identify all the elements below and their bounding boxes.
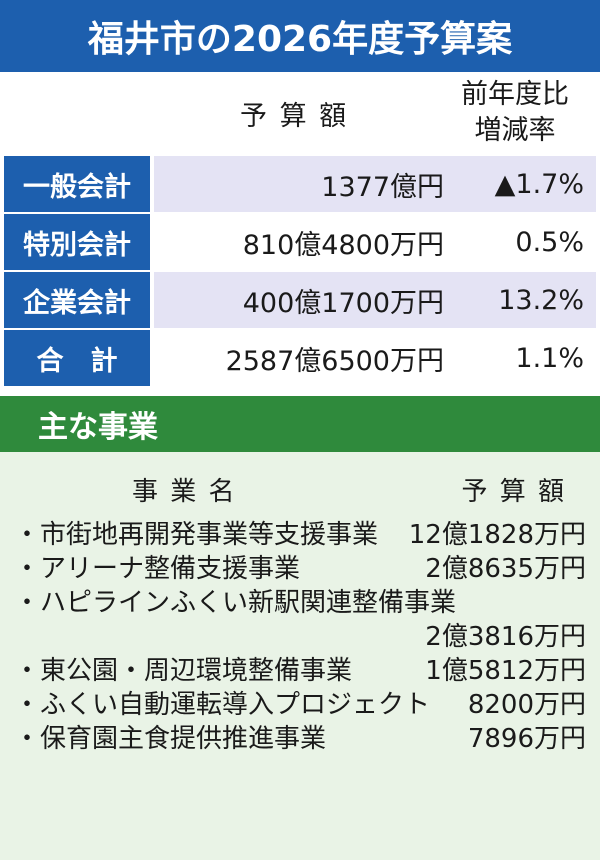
projects-header: 事 業 名 予 算 額: [14, 460, 586, 518]
row-label: 一般会計: [4, 156, 150, 212]
project-budget: 2億8635万円: [425, 554, 586, 584]
project-budget: 2億3816万円: [425, 622, 586, 652]
title: 福井市の2026年度予算案: [0, 0, 600, 72]
budget: 2587億6500万円: [225, 345, 444, 377]
project-item: ・ふくい自動運転導入プロジェクト 8200万円: [14, 688, 586, 722]
budget: 810億4800万円: [242, 229, 444, 261]
table-header: 予 算 額 前年度比 増減率: [0, 72, 600, 154]
section-title: 主な事業: [0, 396, 600, 452]
project-item: ・ハピラインふくい新駅関連整備事業 2億3816万円: [14, 586, 586, 654]
project-item: ・市街地再開発事業等支援事業 12億1828万円: [14, 518, 586, 552]
project-budget: 8200万円: [467, 690, 586, 720]
project-name: ・市街地再開発事業等支援事業: [14, 520, 379, 550]
change: ▲1.7%: [494, 168, 584, 200]
project-budget: 12億1828万円: [408, 520, 586, 550]
row-values: 810億4800万円 0.5%: [154, 214, 596, 270]
project-budget: 1億5812万円: [425, 656, 586, 686]
table-row: 合 計 2587億6500万円 1.1%: [4, 330, 596, 386]
project-item: ・東公園・周辺環境整備事業 1億5812万円: [14, 654, 586, 688]
budget-header: 予 算 額: [461, 476, 566, 507]
change-header-line: 前年度比: [461, 79, 569, 110]
row-values: 1377億円 ▲1.7%: [154, 156, 596, 212]
row-label: 企業会計: [4, 272, 150, 328]
row-values: 400億1700万円 13.2%: [154, 272, 596, 328]
budget: 400億1700万円: [242, 287, 444, 319]
project-name: ・東公園・周辺環境整備事業: [14, 656, 353, 686]
change-header-line: 増減率: [474, 115, 556, 146]
project-name: ・アリーナ整備支援事業: [14, 554, 301, 584]
row-values: 2587億6500万円 1.1%: [154, 330, 596, 386]
table-row: 企業会計 400億1700万円 13.2%: [4, 272, 596, 328]
change: 1.1%: [515, 342, 584, 374]
change-header: 前年度比 増減率: [440, 77, 590, 149]
summary-table: 一般会計 1377億円 ▲1.7% 特別会計 810億4800万円 0.5% 企業会計 400…: [0, 156, 600, 386]
change: 0.5%: [515, 226, 584, 258]
project-name: ・ふくい自動運転導入プロジェクト: [14, 690, 431, 720]
name-header: 事 業 名: [132, 476, 237, 507]
budget-header: 予 算 額: [240, 100, 349, 132]
table-row: 特別会計 810億4800万円 0.5%: [4, 214, 596, 270]
table-row: 一般会計 1377億円 ▲1.7%: [4, 156, 596, 212]
project-budget: 7896万円: [467, 724, 586, 754]
project-item: ・アリーナ整備支援事業 2億8635万円: [14, 552, 586, 586]
items: ・市街地再開発事業等支援事業 12億1828万円・アリーナ整備支援事業 2億8635…: [14, 518, 586, 756]
change: 13.2%: [498, 284, 584, 316]
projects-list: 事 業 名 予 算 額 ・市街地再開発事業等支援事業 12億1828万円 ・アリーナ…: [0, 452, 600, 860]
project-item: ・保育園主食提供推進事業 7896万円: [14, 722, 586, 756]
row-label: 合 計: [4, 330, 150, 386]
project-name: ・ハピラインふくい新駅関連整備事業: [14, 588, 457, 618]
budget: 1377億円: [321, 171, 444, 203]
row-label: 特別会計: [4, 214, 150, 270]
project-name: ・保育園主食提供推進事業: [14, 724, 327, 754]
